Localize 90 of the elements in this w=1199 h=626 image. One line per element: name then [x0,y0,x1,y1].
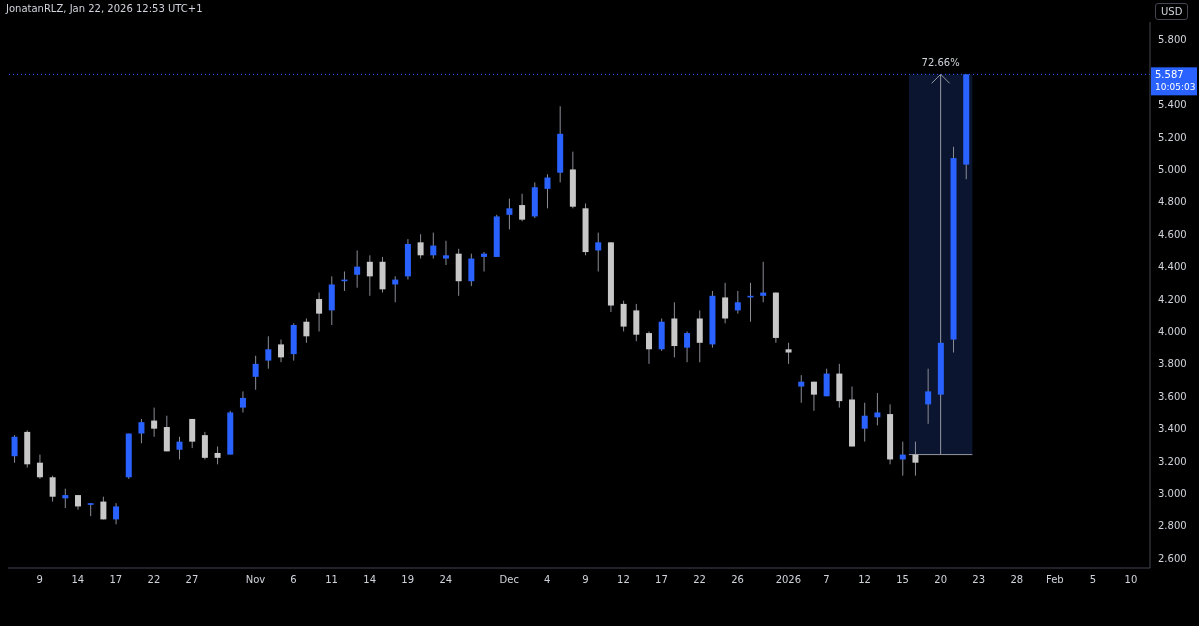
candlestick [798,374,805,404]
x-tick-label: 10 [1124,574,1138,586]
x-tick-label: 7 [823,574,830,586]
candlestick [265,335,272,370]
candlestick [925,368,932,425]
x-tick-label: 12 [858,574,871,586]
x-tick-label: 6 [290,574,297,586]
candlestick [823,368,830,397]
candlestick [36,454,43,480]
candlestick [734,290,741,315]
candlestick [151,407,158,438]
y-tick-label: 2.600 [1158,552,1187,564]
x-tick-label: 17 [655,574,668,586]
candlestick [506,198,513,230]
x-tick-label: 4 [544,574,551,586]
y-tick-label: 3.000 [1158,488,1187,500]
x-tick-label: 22 [147,574,161,586]
y-tick-label: 5.400 [1158,99,1187,111]
y-tick-label: 3.600 [1158,390,1187,402]
candlestick [176,436,183,460]
x-tick-label: 14 [363,574,376,586]
candlestick [684,330,691,363]
candlestick [874,392,881,426]
y-tick-label: 3.800 [1158,358,1187,370]
annotation: 72.66% [921,57,960,69]
y-tick-label: 2.800 [1158,520,1187,532]
x-tick-label: 23 [972,574,986,586]
x-tick-label: 9 [582,574,589,586]
x-tick-label: 20 [934,574,947,586]
x-tick-label: 22 [693,574,706,586]
candlestick [239,390,246,413]
candlestick [481,251,488,273]
x-tick-label: 12 [617,574,630,586]
candlestick [620,300,627,332]
y-tick-label: 4.600 [1158,228,1187,240]
candlestick [354,249,361,289]
candlestick [468,253,475,287]
candlestick [544,173,551,209]
candlestick [442,240,449,266]
y-tick-label: 4.400 [1158,261,1187,273]
chart-title: JonatanRLZ, Jan 22, 2026 12:53 UTC+1 [6,3,203,14]
candlestick [278,339,285,363]
y-axis-title: USD [1155,3,1189,20]
candlestick [519,193,526,222]
y-tick-label: 3.200 [1158,455,1187,467]
candlestick [49,475,56,503]
candlestick [785,342,792,365]
candlestick [201,431,208,460]
x-tick-label: 11 [325,574,338,586]
candlestick [722,282,729,324]
x-tick-label: 26 [731,574,744,586]
x-tick-label: 28 [1010,574,1024,586]
candlestick [62,488,69,509]
ref-line-label: 5.587 [1155,69,1184,81]
candlestick [252,355,259,391]
candlestick [113,502,120,525]
candlestick [760,261,767,303]
x-tick-label: 27 [185,574,199,586]
candlestick [366,254,373,297]
y-tick-label: 5.000 [1158,163,1187,175]
candlestick [646,330,652,365]
candlestick [912,441,919,477]
y-tick-label: 5.800 [1158,34,1187,46]
x-tick-label: Nov [245,574,266,586]
x-tick-label: 5 [1089,574,1097,586]
candlestick [11,434,18,464]
candlestick [417,233,424,260]
x-tick-label: 2026 [775,574,802,586]
x-tick-label: 9 [36,574,43,586]
candlestick [430,232,437,260]
x-tick-label: 24 [439,574,453,586]
x-tick-label: Feb [1045,574,1064,586]
candlestick [138,418,145,444]
x-tick-label: Dec [499,574,519,586]
y-tick-label: 4.200 [1158,293,1187,305]
x-tick-label: 17 [109,574,123,586]
y-tick-label: 4.000 [1158,326,1187,337]
text: 10:05:03 [1155,82,1196,93]
y-tick-label: 3.400 [1158,423,1187,435]
candlestick [189,418,196,449]
y-tick-label: 4.800 [1158,196,1187,208]
candlestick [303,317,310,344]
candlestick [810,381,817,412]
y-tick-label: 5.200 [1158,131,1187,143]
candlestick [861,402,868,443]
candlestick [316,292,323,332]
x-tick-label: 14 [71,574,85,586]
candlestick [595,232,602,273]
x-tick-label: 19 [401,574,415,586]
x-tick-label: 15 [896,574,909,586]
